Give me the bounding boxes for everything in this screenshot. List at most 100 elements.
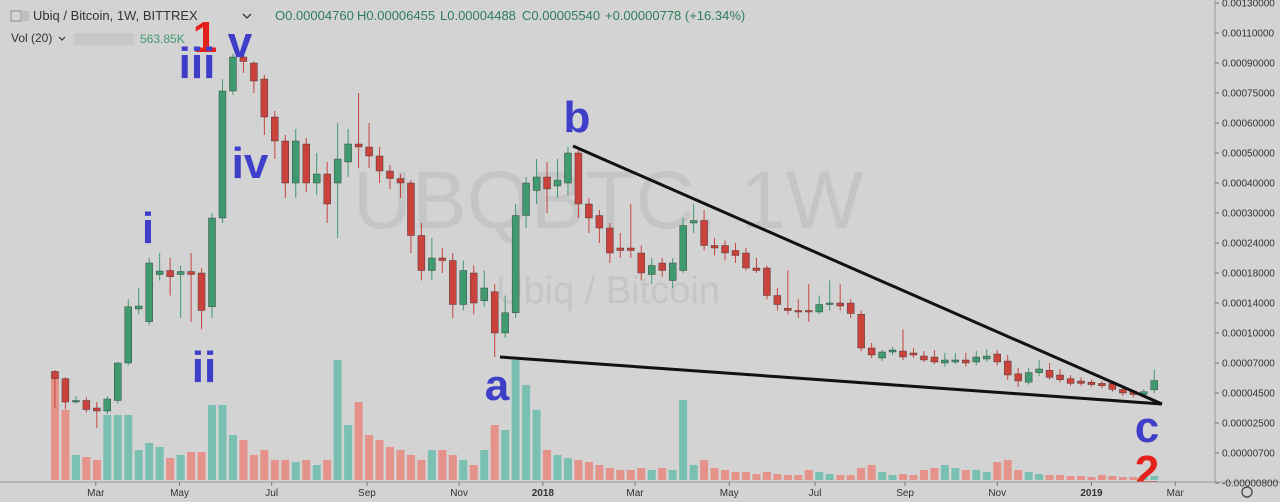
volume-bar [616,470,625,480]
candle-body [668,262,677,281]
candle-layer [51,54,1158,428]
candle-body [1035,368,1043,373]
candle-body [773,295,782,305]
candle-body [1014,373,1022,382]
y-tick-label: 0.00090000 [1222,59,1275,70]
candle-body [878,351,886,359]
ohlc-value: O0.00004760 [275,8,354,23]
candle-body [731,250,740,256]
candle-body [61,378,70,403]
x-tick-label: 2019 [1080,488,1103,499]
volume-bar [385,447,394,480]
candle-body [197,272,206,311]
candle-body [867,347,876,356]
volume-bar [721,470,730,480]
volume-bar [689,465,698,480]
candle-body [993,353,1001,363]
ohlc-value: +0.00000778 (+16.34%) [605,8,745,23]
candle-body [229,56,237,92]
volume-bar [448,455,457,480]
volume-bar [218,405,227,480]
volume-bar [197,452,206,480]
volume-bar [857,468,866,480]
candle-body [375,155,384,172]
candle-body [700,220,708,246]
volume-bar [762,472,771,480]
wave-label: 1 [193,13,217,62]
candle-body [763,267,771,296]
candle-body [962,359,970,364]
trend-line-upper [572,144,1163,406]
candle-body [595,215,604,229]
volume-bar [92,460,101,480]
candle-body [826,302,834,305]
volume-title[interactable]: Vol (20) [11,31,52,45]
x-tick-label: Mar [87,488,105,499]
volume-bar [679,400,688,480]
settings-icon[interactable] [1241,486,1253,498]
volume-bar [270,460,279,480]
candle-body [93,407,101,412]
volume-bar [50,375,59,480]
volume-bar [1056,475,1065,480]
volume-value: 563.85K [140,32,185,46]
candle-body [480,287,488,301]
wave-label: v [228,18,253,67]
volume-controls[interactable] [74,33,134,45]
candle-body [564,152,572,184]
volume-bar [919,470,928,480]
candle-body [271,116,279,142]
volume-bar [815,472,824,480]
volume-bar [752,474,761,480]
volume-bar [155,447,164,480]
candle-body [323,173,331,205]
volume-bar [584,462,593,480]
x-tick-label: Jul [265,488,278,499]
y-tick-label: 0.00007000 [1222,359,1275,370]
volume-bar [553,455,562,480]
volume-bar [459,460,468,480]
candle-body [951,359,960,363]
candle-body [292,140,300,184]
candle-body [365,146,373,157]
trend-line-lower [499,355,1163,406]
candle-body [428,257,436,271]
candle-body [135,305,143,310]
candle-body [543,176,551,190]
candle-body [648,265,656,275]
volume-chevron[interactable] [58,36,66,41]
candle-body [983,355,991,360]
candle-body [752,267,761,271]
volume-bar [354,402,363,480]
wave-label: iv [232,139,269,188]
volume-bar [1150,475,1159,480]
candle-body [396,178,405,184]
candle-body [836,302,844,307]
candle-body [1045,370,1054,378]
y-tick-label: 0.00030000 [1222,209,1275,220]
volume-bar [940,465,949,480]
ohlc-group: O0.00004760 H0.00006455 L0.00004488 C0.0000… [275,8,745,23]
volume-bar [396,450,405,480]
symbol-title[interactable]: Ubiq / Bitcoin, 1W, BITTREX [33,8,198,23]
candle-body [658,262,666,271]
symbol-chevron[interactable] [242,13,252,19]
candle-body [721,245,729,254]
x-tick-label: Mar [626,488,644,499]
wave-label: c [1135,403,1159,452]
candle-body [815,304,823,313]
volume-bar [574,460,583,480]
ohlc-value: L0.00004488 [440,8,516,23]
volume-bar [333,360,342,480]
candle-body [386,170,394,179]
volume-bar [1066,476,1075,480]
volume-bar [103,415,112,480]
candle-body [470,272,478,304]
candle-body [941,359,949,364]
candle-body [1024,372,1033,383]
volume-bar [647,470,656,480]
candle-body [742,252,750,269]
volume-bar [469,465,478,480]
volume-bar [794,475,803,480]
volume-bar [1108,476,1117,480]
